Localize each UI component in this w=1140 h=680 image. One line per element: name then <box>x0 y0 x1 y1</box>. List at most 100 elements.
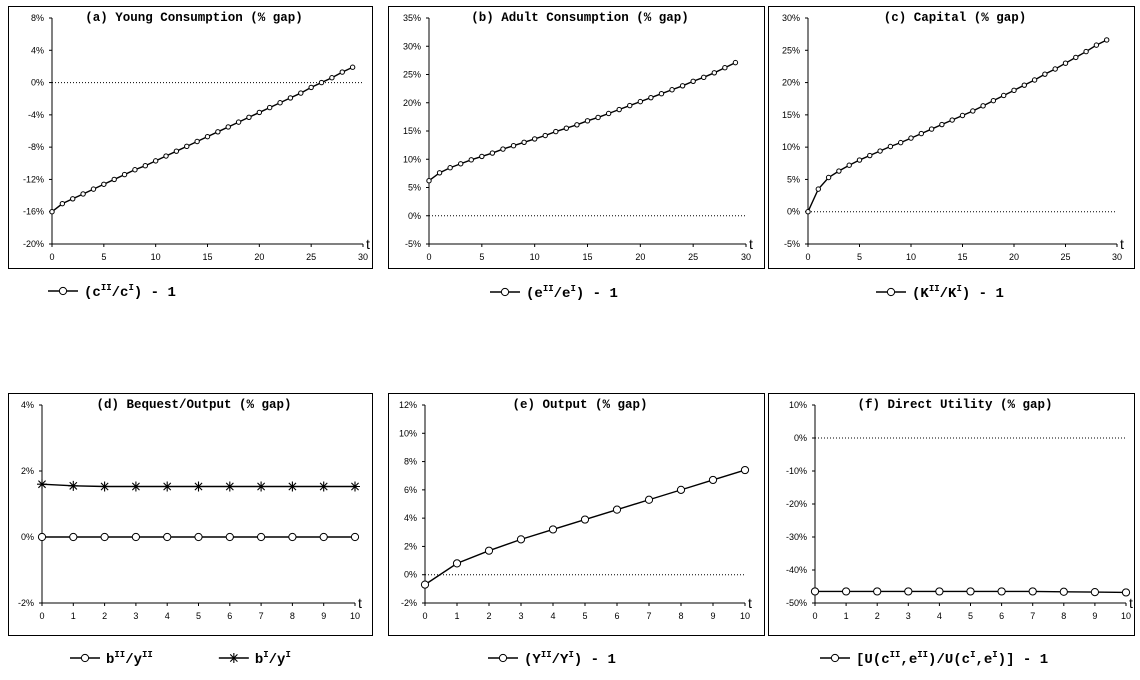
legend-marker <box>500 287 510 297</box>
x-tick-label: 10 <box>530 252 540 262</box>
legend-label-part: II <box>541 650 552 660</box>
legend-label-part: I <box>992 650 997 660</box>
data-point <box>1028 587 1037 596</box>
legend-label: (eII/eI) - 1 <box>526 284 618 302</box>
data-point-star <box>224 481 235 492</box>
data-point <box>708 475 718 485</box>
panel-title: (a) Young Consumption (% gap) <box>85 11 303 25</box>
data-point <box>887 143 894 150</box>
legend-label-part: (c <box>84 285 101 301</box>
data-point <box>1052 66 1058 72</box>
x-tick-label: 7 <box>259 611 264 621</box>
x-tick-label: 7 <box>646 611 651 621</box>
x-tick-label: 10 <box>1121 611 1131 621</box>
data-point <box>949 117 955 123</box>
y-tick-label: 0% <box>794 433 807 443</box>
series-line <box>428 62 736 182</box>
panel-frame-f <box>768 393 1135 636</box>
data-point <box>966 587 975 596</box>
data-point <box>669 87 675 93</box>
x-tick-label: 9 <box>710 611 715 621</box>
data-point <box>605 110 612 117</box>
data-point <box>676 485 686 494</box>
data-point <box>142 163 149 169</box>
data-point <box>846 162 852 168</box>
x-tick-label: 3 <box>133 611 138 621</box>
data-point <box>500 146 506 152</box>
data-point <box>458 161 464 167</box>
panel-title: (f) Direct Utility (% gap) <box>857 398 1052 412</box>
legend-label-part: (K <box>912 286 929 302</box>
data-point-star <box>318 481 329 492</box>
data-point <box>1011 87 1017 94</box>
data-point <box>194 138 200 145</box>
legend-label: (KII/KI) - 1 <box>912 284 1004 302</box>
legend-label: bI/yI <box>255 650 291 668</box>
legend-label-part: II <box>101 283 112 293</box>
x-tick-label: 9 <box>321 611 326 621</box>
data-point <box>163 153 169 159</box>
x-tick-label: 10 <box>906 252 916 262</box>
x-tick-label: 4 <box>165 611 170 621</box>
data-point <box>959 112 966 119</box>
y-tick-label: -30% <box>786 532 807 542</box>
data-point <box>711 70 717 76</box>
data-point <box>318 79 325 86</box>
x-tick-label: 9 <box>1092 611 1097 621</box>
data-point <box>257 532 266 542</box>
y-tick-label: 20% <box>782 78 800 88</box>
legend-label-part: )] - 1 <box>998 652 1048 668</box>
x-tick-label: 8 <box>1061 611 1066 621</box>
x-axis-label: t <box>366 236 370 252</box>
data-point <box>489 150 496 156</box>
legend-label-part: /y <box>269 652 286 668</box>
data-point-star <box>193 481 204 492</box>
y-tick-label: -50% <box>786 598 807 608</box>
y-tick-label: -2% <box>18 598 34 608</box>
legend-label-part: ,e <box>900 652 917 668</box>
data-point <box>867 152 873 159</box>
y-tick-label: 10% <box>782 142 800 152</box>
data-point <box>980 103 986 109</box>
data-point-star <box>287 481 298 492</box>
data-point <box>997 587 1006 596</box>
data-point <box>595 114 601 121</box>
x-tick-label: 7 <box>1030 611 1035 621</box>
x-tick-label: 4 <box>550 611 555 621</box>
data-point <box>70 196 76 202</box>
x-tick-label: 5 <box>101 252 106 262</box>
data-point <box>574 122 580 128</box>
y-tick-label: 0% <box>21 532 34 542</box>
data-point <box>452 559 462 568</box>
data-point <box>90 186 97 192</box>
panel-frame-c <box>768 6 1135 269</box>
data-point <box>1059 587 1068 596</box>
y-tick-label: 0% <box>31 78 44 88</box>
y-tick-label: 8% <box>31 13 44 23</box>
data-point <box>825 174 832 181</box>
data-point <box>516 535 526 544</box>
data-point <box>904 587 913 596</box>
data-point <box>339 69 345 75</box>
data-point <box>970 108 976 114</box>
y-tick-label: -20% <box>23 239 44 249</box>
data-point <box>49 209 55 215</box>
data-point <box>939 121 945 128</box>
data-point <box>580 515 590 524</box>
legend-label-part: /K <box>940 286 957 302</box>
data-point <box>1104 37 1110 43</box>
y-tick-label: 2% <box>404 541 417 551</box>
data-point <box>267 104 273 111</box>
data-point-star <box>350 481 360 492</box>
legend-label-part: II <box>929 284 940 294</box>
x-tick-label: 0 <box>426 252 431 262</box>
x-axis-label: t <box>749 236 753 252</box>
panel-title: (d) Bequest/Output (% gap) <box>96 398 291 412</box>
y-tick-label: -2% <box>401 598 417 608</box>
legend-label-part: I <box>263 650 268 660</box>
legend-label: bII/yII <box>106 650 153 668</box>
data-point <box>194 532 203 542</box>
data-point <box>436 170 443 176</box>
x-tick-label: 3 <box>518 611 523 621</box>
data-point <box>1031 77 1038 83</box>
